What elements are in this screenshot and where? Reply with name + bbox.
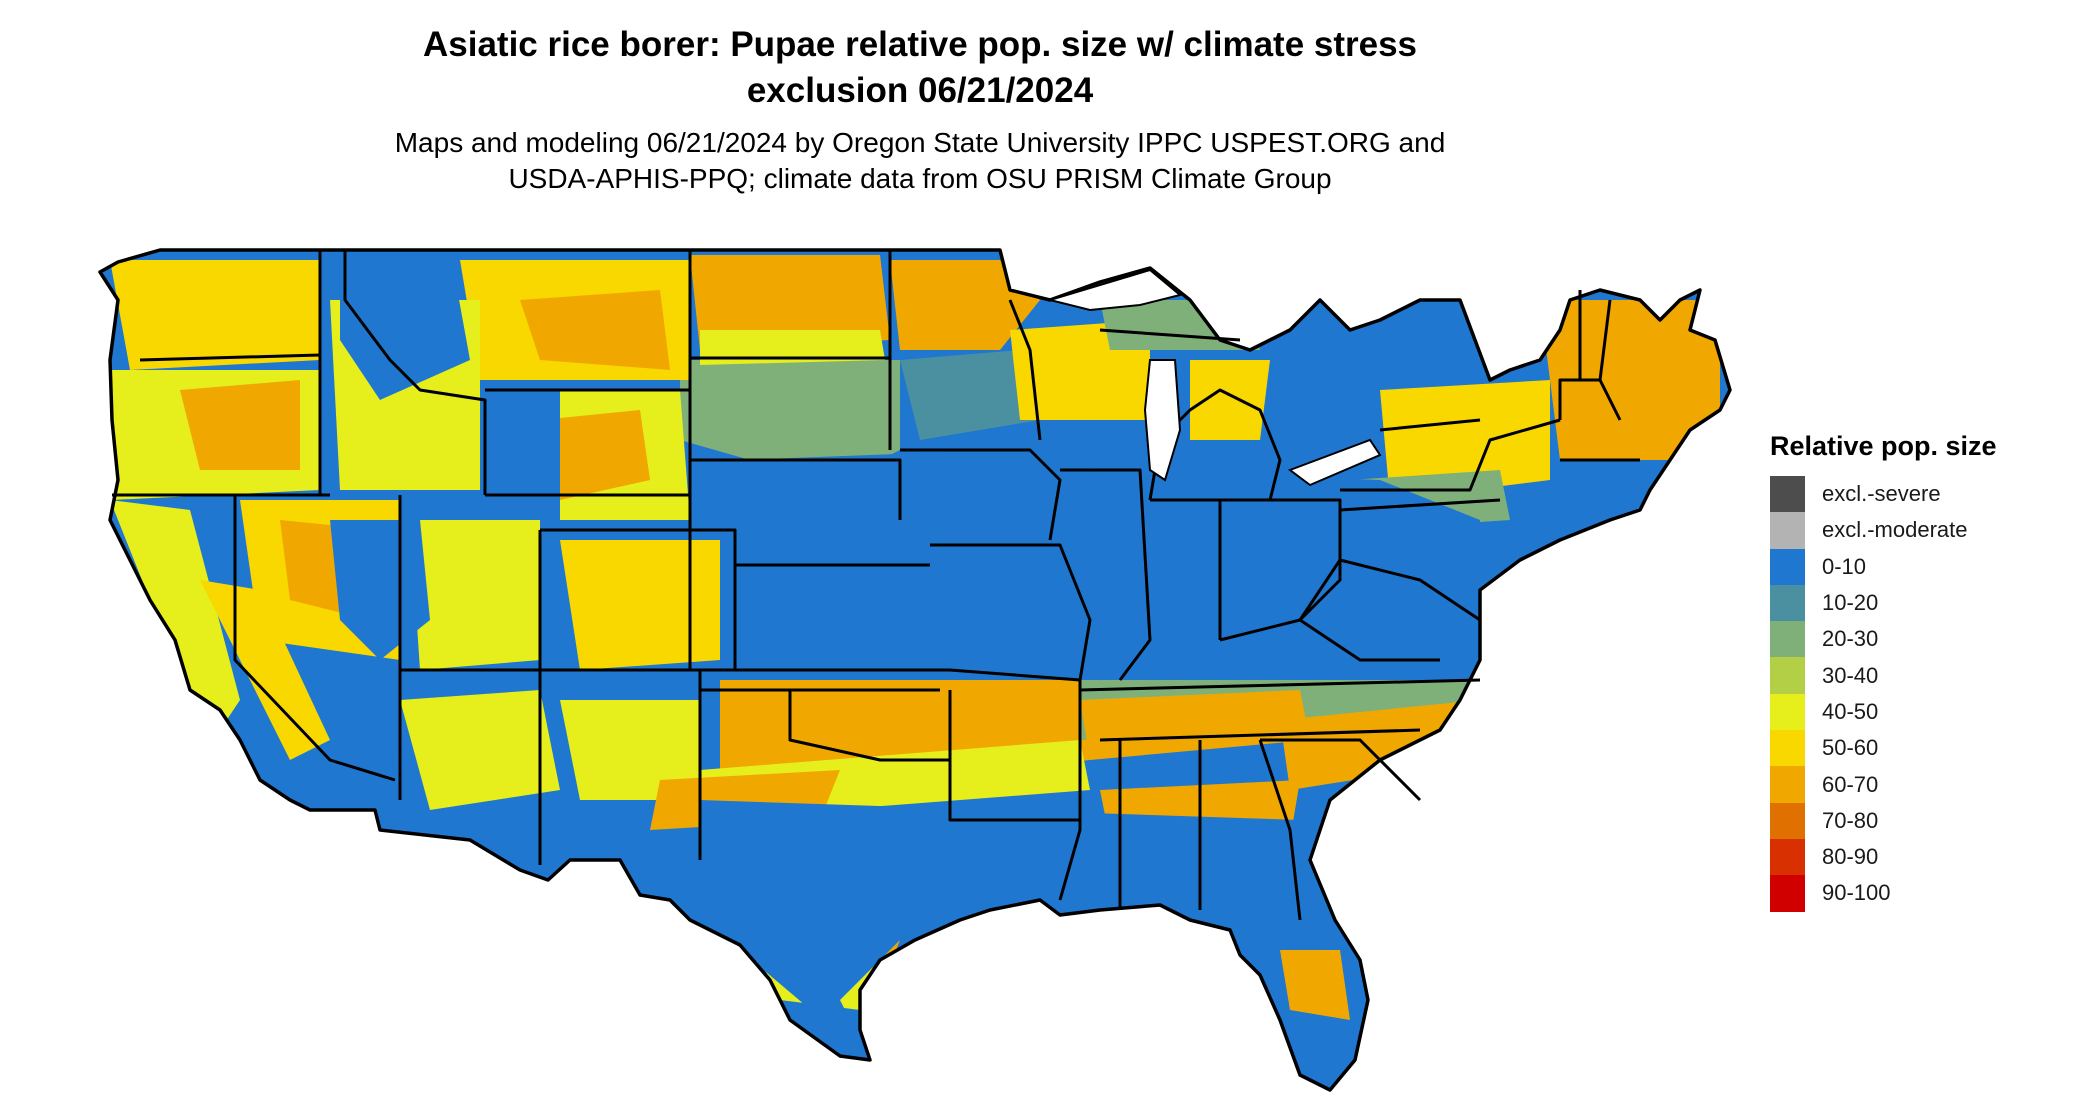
legend-label: 80-90 <box>1822 844 1879 870</box>
us-outline <box>98 248 1732 1092</box>
legend-swatch <box>1770 621 1805 658</box>
legend-label: 0-10 <box>1822 553 1867 579</box>
legend-item: 80-90 <box>1770 838 2090 876</box>
lake-superior <box>1046 268 1183 312</box>
legend-swatch <box>1770 693 1805 731</box>
legend-item: excl.-severe <box>1770 476 2090 513</box>
legend-swatch <box>1770 802 1805 839</box>
zone-wyoming-orange <box>540 410 650 500</box>
zone-new-york <box>1380 380 1550 500</box>
legend-swatch <box>1770 766 1805 803</box>
zone-north-dakota-yellow <box>700 330 885 365</box>
zone-colorado <box>560 540 720 670</box>
zone-new-mexico <box>560 700 700 800</box>
legend-item: 0-10 <box>1770 548 2090 585</box>
zone-socal-low <box>290 740 400 820</box>
zone-california-coast <box>110 500 240 760</box>
zone-florida <box>1280 950 1350 1020</box>
legend-item: 90-100 <box>1770 875 2090 912</box>
lake-michigan <box>1143 359 1182 482</box>
legend-swatch <box>1770 838 1805 876</box>
legend-swatch <box>1770 476 1805 513</box>
zone-colorado-low <box>480 380 560 520</box>
legend-item: 60-70 <box>1770 766 2090 803</box>
legend-swatch <box>1770 548 1805 585</box>
zone-idaho-low <box>340 250 470 400</box>
map-title: Asiatic rice borer: Pupae relative pop. … <box>0 22 1840 114</box>
zone-gulf-low <box>700 800 1340 1060</box>
legend-item: 10-20 <box>1770 584 2090 622</box>
zone-north-dakota <box>690 255 890 350</box>
legend-swatch <box>1770 730 1805 767</box>
legend-swatch <box>1770 875 1805 912</box>
legend: Relative pop. size excl.-severe excl.-mod… <box>1770 428 2090 912</box>
zone-minnesota <box>890 260 1040 350</box>
legend-label: 70-80 <box>1822 807 1879 833</box>
zone-california-sierra <box>200 580 330 760</box>
legend-item: 40-50 <box>1770 693 2090 731</box>
state-borders <box>112 250 1640 921</box>
map-subtitle-line-1: Maps and modeling 06/21/2024 by Oregon S… <box>394 127 1446 158</box>
legend-item: 30-40 <box>1770 657 2090 694</box>
great-lakes <box>1046 268 1382 487</box>
legend-swatch <box>1770 657 1805 694</box>
zone-tennessee-band <box>1080 690 1310 760</box>
zone-michigan <box>1190 360 1270 440</box>
legend-label: 90-100 <box>1822 880 1891 906</box>
zone-northern-plains <box>680 360 900 470</box>
legend-label: excl.-severe <box>1822 481 1941 507</box>
zone-oregon-orange <box>180 380 300 470</box>
map-subtitle-line-2: USDA-APHIS-PPQ; climate data from OSU PR… <box>508 163 1332 194</box>
zone-west-low <box>330 520 430 660</box>
legend-item: 70-80 <box>1770 802 2090 839</box>
legend-label: 30-40 <box>1822 662 1879 688</box>
legend-item: 20-30 <box>1770 621 2090 658</box>
legend-title: Relative pop. size <box>1770 431 1997 461</box>
lake-erie <box>1287 438 1382 487</box>
legend-label: excl.-moderate <box>1822 517 1968 543</box>
legend-label: 20-30 <box>1822 626 1879 652</box>
map-title-line-1: Asiatic rice borer: Pupae relative pop. … <box>422 25 1418 64</box>
legend-label: 40-50 <box>1822 698 1879 724</box>
map-subtitle: Maps and modeling 06/21/2024 by Oregon S… <box>0 125 1840 197</box>
legend-label: 10-20 <box>1822 590 1879 616</box>
legend-label: 60-70 <box>1822 771 1879 797</box>
legend-item: excl.-moderate <box>1770 512 2090 549</box>
legend-label: 50-60 <box>1822 735 1879 761</box>
zone-arizona <box>400 690 560 810</box>
population-zones <box>110 250 1720 1060</box>
zone-minnesota-green <box>900 350 1040 440</box>
map-title-line-2: exclusion 06/21/2024 <box>746 71 1094 110</box>
zone-montana-orange <box>520 290 670 370</box>
legend-item: 50-60 <box>1770 730 2090 767</box>
legend-items: excl.-severe excl.-moderate 0-10 10-20 20-30… <box>1770 476 2090 912</box>
legend-swatch <box>1770 584 1805 622</box>
zone-utah <box>410 520 540 670</box>
zone-washington <box>110 260 320 370</box>
zone-new-england <box>1540 300 1720 460</box>
legend-swatch <box>1770 512 1805 549</box>
